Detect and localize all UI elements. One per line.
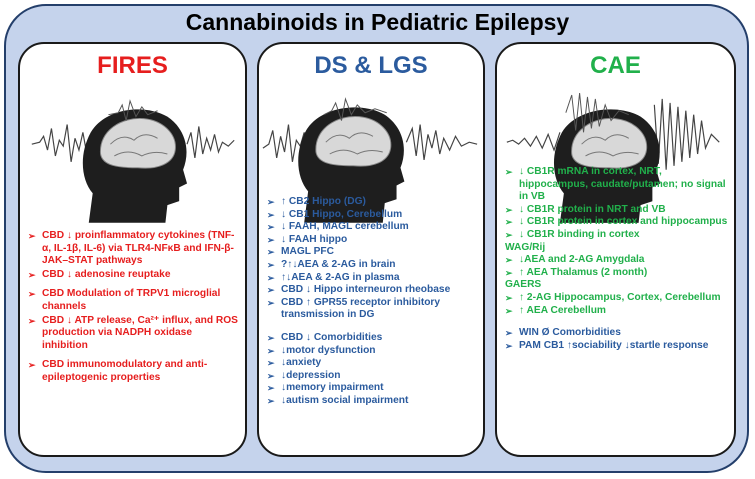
arrow-bullet-icon: ➢ (267, 247, 275, 258)
arrow-bullet-icon: ➢ (267, 234, 275, 245)
list-item: ➢ CBD ↓ Comorbidities (267, 331, 383, 343)
list-item: ➢ ?↑↓AEA & 2-AG in brain (267, 258, 396, 270)
arrow-bullet-icon: ➢ (505, 229, 513, 240)
arrow-bullet-icon: ➢ (505, 340, 513, 351)
arrow-bullet-icon: ➢ (505, 217, 513, 228)
page-title: Cannabinoids in Pediatric Epilepsy (185, 9, 570, 35)
list-item: ➢ CBD ↓ adenosine reuptake (28, 268, 171, 280)
list-item: ➢ ↓memory impairment (267, 382, 384, 394)
arrow-bullet-icon: ➢ (267, 285, 275, 296)
list-item: ➢ ↓ CB1R binding in cortex (505, 228, 640, 240)
arrow-bullet-icon: ➢ (267, 395, 275, 406)
arrow-bullet-icon: ➢ (267, 297, 275, 308)
list-item: ➢ ↓ FAAH hippo (267, 233, 348, 245)
head-brain-eeg-illustration (31, 99, 235, 223)
panel-title-cae: CAE (590, 52, 641, 79)
arrow-bullet-icon: ➢ (267, 370, 275, 381)
list-item: ➢ ↑↓AEA & 2-AG in plasma (267, 271, 400, 283)
ds-lgs-list: ➢ ↑ CB2 Hippo (DG) ➢ ↓ CB1 Hippo, Cerebell… (267, 196, 477, 408)
arrow-bullet-icon: ➢ (505, 167, 513, 177)
list-item: ➢ ↓ CB1 Hippo, Cerebellum (267, 208, 403, 220)
list-item: ➢ CBD ↓ proinflammatory cytokines (TNF-α,… (28, 230, 235, 267)
list-item: ➢ ↓autism social impairment (267, 394, 409, 406)
list-item: ➢ ↓ CB1R protein in NRT and VB (505, 203, 666, 215)
list-item: ➢ ↓depression (267, 369, 341, 381)
list-item: ➢ CBD immunomodulatory and anti-epileptog… (28, 359, 208, 383)
list-item: ➢ MAGL PFC (267, 246, 335, 258)
list-item: ➢ ↑ CB2 Hippo (DG) (267, 196, 366, 207)
list-item: ➢ ↓anxiety (267, 357, 322, 369)
list-item: ➢ WIN Ø Comorbidities (505, 327, 621, 339)
panel-ds-lgs: DS & LGS ➢ ↑ CB2 Hippo (DG) ➢ ↓ CB1 Hippo,… (257, 42, 485, 457)
strain-heading-wag-rij: WAG/Rij (505, 241, 546, 253)
arrow-bullet-icon: ➢ (267, 209, 275, 220)
arrow-bullet-icon: ➢ (505, 305, 513, 316)
list-item: ➢ ↓motor dysfunction (267, 344, 376, 356)
arrow-bullet-icon: ➢ (267, 383, 275, 394)
list-item: ➢ CBD Modulation of TRPV1 microglial chan… (28, 288, 221, 312)
strain-heading-gaers: GAERS (505, 279, 542, 291)
arrow-bullet-icon: ➢ (505, 267, 513, 278)
arrow-bullet-icon: ➢ (267, 332, 275, 343)
panel-cae: CAE ➢ ↓ CB1R mRNA in cortex, NRT, hippoca… (495, 42, 736, 457)
panel-title-fires: FIRES (97, 52, 168, 79)
arrow-bullet-icon: ➢ (28, 231, 36, 241)
fires-list: ➢ CBD ↓ proinflammatory cytokines (TNF-α,… (28, 230, 239, 385)
arrow-bullet-icon: ➢ (267, 222, 275, 233)
arrow-bullet-icon: ➢ (267, 259, 275, 270)
list-item: ➢ ↑ 2-AG Hippocampus, Cortex, Cerebellum (505, 291, 721, 303)
cae-list: ➢ ↓ CB1R mRNA in cortex, NRT, hippocampus… (505, 166, 728, 352)
list-item: ➢ CBD ↓ ATP release, Ca²⁺ influx, and ROS… (28, 314, 238, 351)
arrow-bullet-icon: ➢ (505, 292, 513, 303)
list-item: ➢ CBD ↓ Hippo interneuron rheobase (267, 284, 451, 296)
head-brain-eeg-illustration (262, 97, 478, 223)
arrow-bullet-icon: ➢ (505, 328, 513, 339)
list-item: ➢ ↑ AEA Thalamus (2 month) (505, 266, 648, 278)
panel-fires: FIRES ➢ CBD ↓ proinflammatory cytokines (… (18, 42, 247, 457)
panel-title-ds-lgs: DS & LGS (314, 52, 428, 79)
arrow-bullet-icon: ➢ (267, 197, 275, 207)
list-item: ➢ ↓ FAAH, MAGL cerebellum (267, 221, 409, 233)
list-item: ➢ ↓ CB1R mRNA in cortex, NRT, hippocampus… (505, 166, 726, 203)
arrow-bullet-icon: ➢ (505, 204, 513, 215)
arrow-bullet-icon: ➢ (28, 360, 36, 371)
arrow-bullet-icon: ➢ (267, 358, 275, 369)
arrow-bullet-icon: ➢ (28, 269, 36, 280)
arrow-bullet-icon: ➢ (505, 255, 513, 266)
list-item: ➢ PAM CB1 ↑sociability ↓startle response (505, 339, 709, 351)
head-brain-eeg-illustration (506, 92, 720, 223)
arrow-bullet-icon: ➢ (28, 315, 36, 326)
arrow-bullet-icon: ➢ (28, 289, 36, 300)
list-item: ➢ CBD ↑ GPR55 receptor inhibitory transmi… (267, 296, 441, 321)
list-item: ➢ ↑ AEA Cerebellum (505, 304, 606, 316)
list-item: ➢ ↓AEA and 2-AG Amygdala (505, 254, 645, 266)
arrow-bullet-icon: ➢ (267, 272, 275, 283)
arrow-bullet-icon: ➢ (267, 345, 275, 356)
list-item: ➢ ↓ CB1R protein in cortex and hippocampu… (505, 216, 728, 228)
